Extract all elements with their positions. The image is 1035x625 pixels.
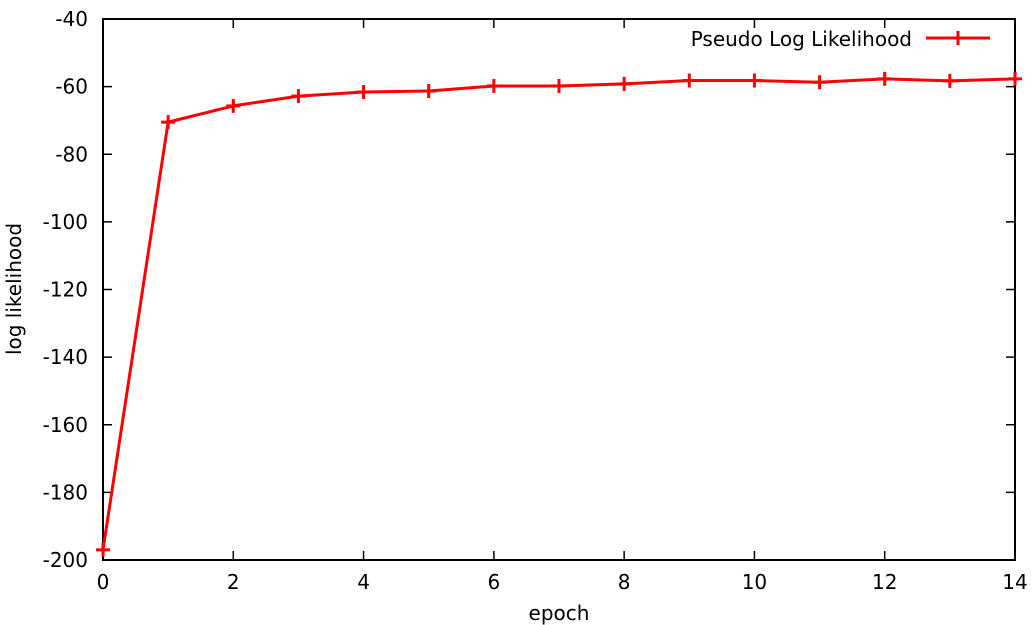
plus-marker-icon [747,73,762,88]
x-tick-label: 8 [618,570,631,594]
x-tick-label: 10 [742,570,767,594]
x-tick-label: 2 [227,570,240,594]
x-tick-label: 14 [1002,570,1027,594]
plot-frame [102,18,1016,561]
x-tick-label: 6 [487,570,500,594]
y-tick-label: -120 [43,278,88,302]
y-tick-label: -100 [43,210,88,234]
plus-marker-icon [421,84,436,99]
y-tick-label: -80 [55,142,88,166]
plus-marker-icon [951,31,965,45]
plus-marker-icon [682,73,697,88]
legend: Pseudo Log Likelihood [691,27,990,51]
y-tick-label: -60 [55,75,88,99]
plus-marker-icon [812,75,827,90]
series-line [101,77,1016,551]
plus-marker-icon [291,89,306,104]
y-tick-label: -160 [43,413,88,437]
plus-marker-icon [486,78,501,93]
plus-marker-icon [226,98,241,113]
plus-marker-icon [552,78,566,93]
plus-marker-icon [356,85,371,100]
y-tick-label: -40 [55,7,88,31]
plus-marker-icon [942,73,957,88]
y-tick-label: -140 [43,345,88,369]
y-axis-title: log likelihood [2,223,26,355]
x-tick-label: 0 [97,570,110,594]
legend-label: Pseudo Log Likelihood [691,27,912,51]
y-tick-label: -180 [43,480,88,504]
x-tick-label: 4 [357,570,370,594]
x-axis-title: epoch [529,601,590,625]
data-series [96,71,1022,557]
y-tick-label: -200 [43,548,88,572]
x-axis-ticks: 0 2 4 6 8 10 12 14 [97,19,1028,594]
plus-marker-icon [1008,71,1022,86]
plus-marker-icon [617,76,632,91]
x-tick-label: 12 [872,570,897,594]
plus-marker-icon [96,542,110,557]
plus-marker-icon [161,115,176,130]
y-axis-ticks: -40 -60 -80 -100 -120 -140 -160 -180 -200 [43,7,1015,572]
plus-marker-icon [877,71,892,86]
